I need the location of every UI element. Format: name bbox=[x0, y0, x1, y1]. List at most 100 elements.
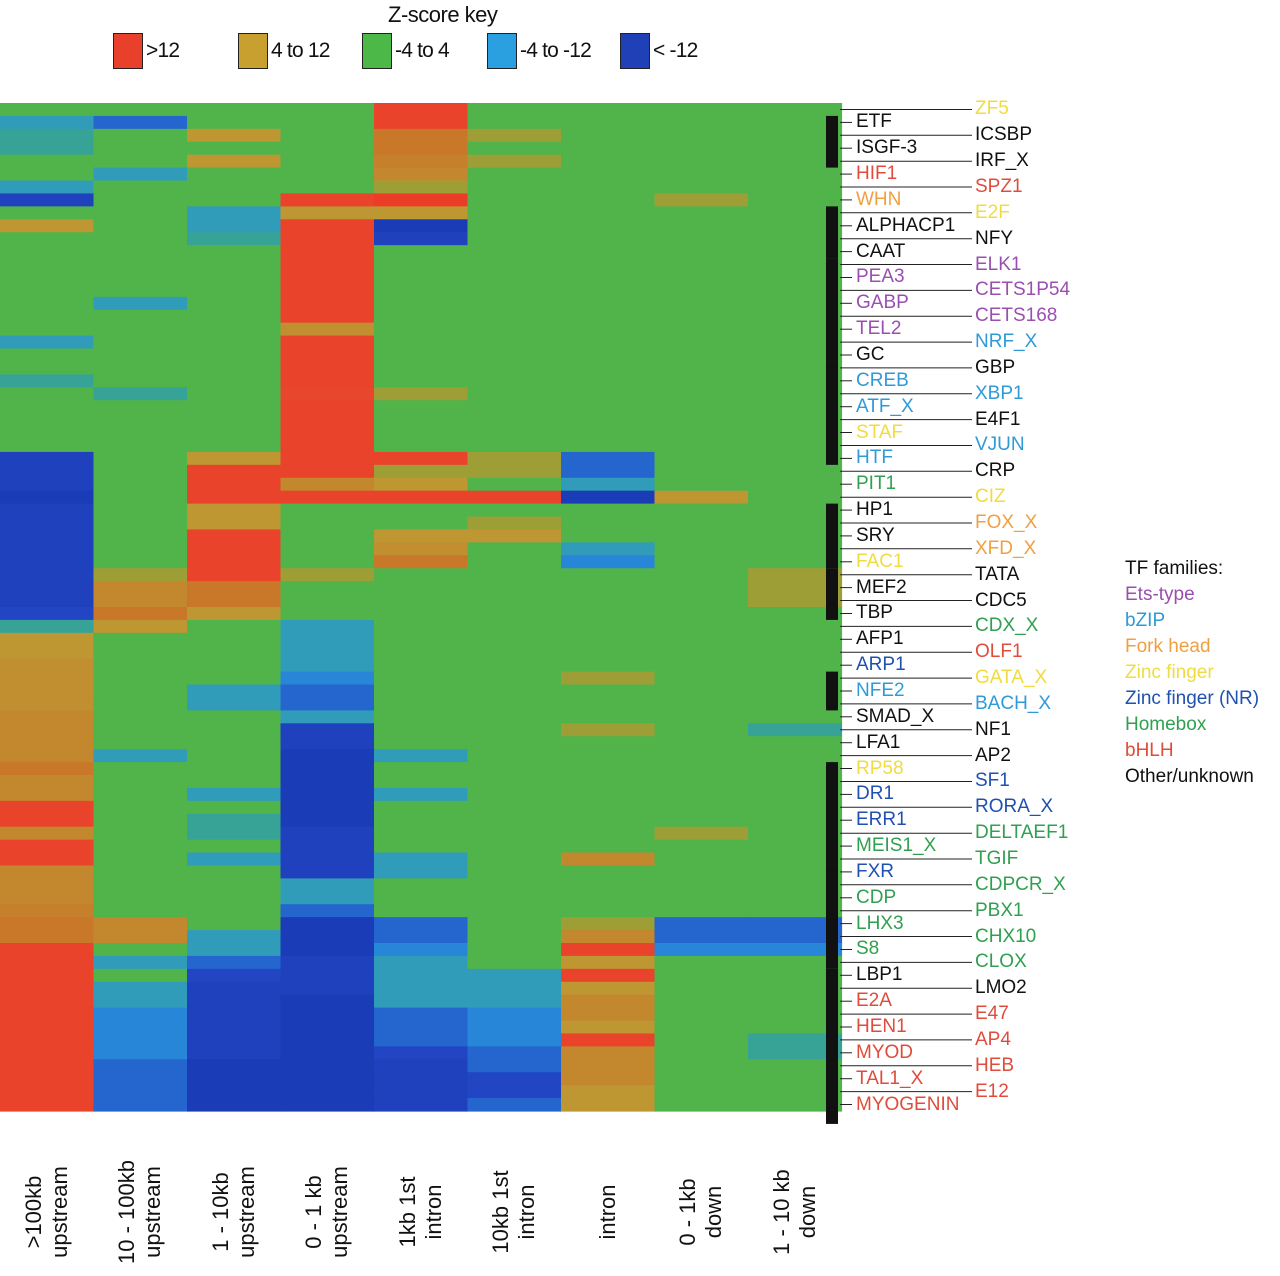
heatmap-cell bbox=[561, 387, 656, 401]
heatmap-cell bbox=[561, 607, 656, 621]
row-label: DR1 bbox=[856, 783, 895, 805]
heatmap-cell bbox=[374, 607, 469, 621]
heatmap-cell bbox=[187, 762, 282, 776]
heatmap-cell bbox=[93, 658, 188, 673]
heatmap-cell bbox=[654, 865, 749, 879]
row-label: MEF2 bbox=[856, 576, 907, 598]
heatmap-cell bbox=[561, 671, 656, 686]
heatmap-cell bbox=[280, 283, 375, 298]
heatmap-cell bbox=[187, 516, 282, 531]
heatmap-cell bbox=[561, 128, 656, 143]
cluster-bar bbox=[826, 361, 838, 465]
row-label: PEA3 bbox=[856, 266, 905, 288]
heatmap-cell bbox=[280, 1020, 375, 1035]
heatmap-cell bbox=[654, 632, 749, 647]
heatmap-cell bbox=[93, 736, 188, 750]
heatmap-cell bbox=[93, 400, 188, 414]
heatmap-cell bbox=[374, 1085, 469, 1099]
row-label: ELK1 bbox=[975, 253, 1022, 275]
heatmap-cell bbox=[561, 981, 656, 996]
row-label: ZF5 bbox=[975, 98, 1009, 120]
heatmap-cell bbox=[280, 245, 375, 259]
heatmap-cell bbox=[467, 516, 562, 531]
heatmap-cell bbox=[561, 1046, 656, 1060]
heatmap-cell bbox=[748, 309, 843, 324]
heatmap-cell bbox=[654, 607, 749, 621]
heatmap-cell bbox=[654, 619, 749, 634]
heatmap-cell bbox=[561, 1072, 656, 1086]
heatmap-cell bbox=[467, 943, 562, 957]
heatmap-cell bbox=[280, 555, 375, 569]
heatmap-cell bbox=[280, 955, 375, 970]
heatmap-cell bbox=[561, 296, 656, 311]
heatmap-cell bbox=[0, 245, 95, 259]
heatmap-cell bbox=[654, 800, 749, 815]
heatmap-cell bbox=[0, 723, 95, 737]
family-item: Zinc finger (NR) bbox=[1125, 688, 1260, 709]
heatmap-cell bbox=[187, 426, 282, 440]
heatmap-cell bbox=[561, 813, 656, 828]
heatmap-cell bbox=[748, 245, 843, 259]
heatmap-cell bbox=[654, 968, 749, 983]
heatmap-cell bbox=[654, 1020, 749, 1035]
heatmap-cell bbox=[187, 839, 282, 854]
heatmap-cell bbox=[374, 865, 469, 879]
heatmap-cell bbox=[187, 930, 282, 944]
heatmap-cell bbox=[467, 193, 562, 207]
heatmap-cell bbox=[280, 490, 375, 505]
heatmap-cell bbox=[748, 1033, 843, 1047]
heatmap-cell bbox=[374, 542, 469, 556]
heatmap-cell bbox=[561, 283, 656, 298]
heatmap-cell bbox=[187, 671, 282, 686]
heatmap-cell bbox=[0, 400, 95, 414]
row-label: FXR bbox=[856, 860, 894, 882]
heatmap-cell bbox=[0, 594, 95, 608]
heatmap-cell bbox=[187, 309, 282, 324]
heatmap-cell bbox=[467, 1098, 562, 1112]
heatmap-cell bbox=[561, 206, 656, 220]
column-label: 0 - 1kb down bbox=[675, 1152, 727, 1272]
heatmap-cell bbox=[467, 387, 562, 401]
heatmap-cell bbox=[93, 775, 188, 789]
row-label: E47 bbox=[975, 1003, 1009, 1025]
heatmap-cell bbox=[0, 128, 95, 143]
heatmap-cell bbox=[561, 542, 656, 556]
heatmap-cell bbox=[561, 684, 656, 699]
column-label-line: intron bbox=[594, 1184, 620, 1240]
heatmap-cell bbox=[748, 826, 843, 841]
heatmap-cell bbox=[467, 800, 562, 815]
heatmap-cell bbox=[654, 115, 749, 130]
heatmap-cell bbox=[748, 542, 843, 556]
heatmap-cell bbox=[748, 1059, 843, 1073]
heatmap-cell bbox=[93, 232, 188, 246]
heatmap-cell bbox=[374, 258, 469, 272]
row-label: BACH_X bbox=[975, 692, 1052, 714]
heatmap-cell bbox=[748, 413, 843, 427]
heatmap-cell bbox=[467, 839, 562, 854]
heatmap-cell bbox=[187, 413, 282, 427]
heatmap-cell bbox=[467, 749, 562, 763]
heatmap-cell bbox=[93, 503, 188, 518]
heatmap-cell bbox=[467, 309, 562, 324]
heatmap-cell bbox=[93, 619, 188, 634]
heatmap-cell bbox=[467, 167, 562, 182]
heatmap-cell bbox=[187, 193, 282, 207]
heatmap-cell bbox=[374, 994, 469, 1009]
heatmap-cell bbox=[561, 335, 656, 350]
heatmap-cell bbox=[654, 658, 749, 673]
heatmap-cell bbox=[93, 568, 188, 582]
heatmap-cell bbox=[467, 710, 562, 724]
heatmap-cell bbox=[187, 1085, 282, 1099]
heatmap-cell bbox=[561, 632, 656, 647]
heatmap-cell bbox=[187, 180, 282, 195]
heatmap-cell bbox=[374, 400, 469, 414]
heatmap-cell bbox=[187, 115, 282, 130]
heatmap-cell bbox=[374, 309, 469, 324]
row-label: ICSBP bbox=[975, 124, 1033, 146]
heatmap-cell bbox=[374, 413, 469, 427]
heatmap-cell bbox=[561, 710, 656, 724]
heatmap-cell bbox=[187, 852, 282, 867]
heatmap-cell bbox=[0, 180, 95, 195]
heatmap-cell bbox=[93, 451, 188, 466]
heatmap-cell bbox=[0, 710, 95, 724]
